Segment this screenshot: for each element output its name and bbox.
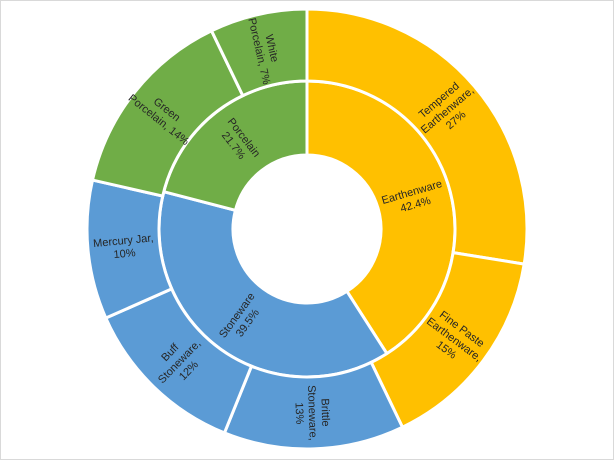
label-mercury-jar: Mercury Jar,10% [93,232,156,263]
tempered-earthenware-outer-segment [305,7,529,266]
outer-ring [85,7,529,451]
label-brittle-stoneware: BrittleStoneware,13% [292,385,332,442]
inner-ring [157,79,457,379]
white-porcelain-outer-segment [209,7,309,98]
